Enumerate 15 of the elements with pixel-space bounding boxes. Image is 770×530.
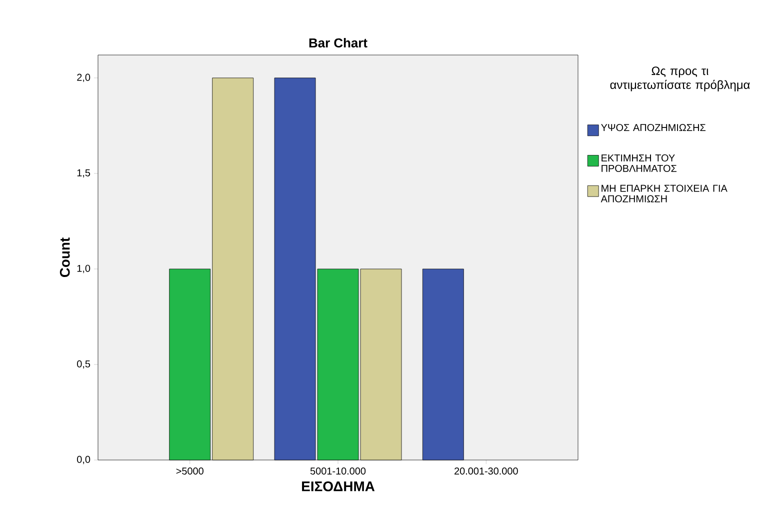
x-axis-title: ΕΙΣΟΔΗΜΑ [302,481,375,492]
y-tick-label: 0,0 [77,456,90,464]
x-tick-label: 20.001-30.000 [454,468,518,475]
y-tick-label: 1,0 [77,264,90,274]
y-tick-label: 0,5 [77,360,90,369]
x-tick-label: 5001-10.000 [310,468,366,475]
y-tick-label: 1,5 [77,169,90,178]
y-axis-title: Count [60,238,70,278]
legend-label: ΜΗ ΕΠΑΡΚΗ ΣΤΟΙΧΕΙΑ ΓΙΑ ΑΠΟΖΗΜΙΩΣΗ [600,184,728,202]
legend-label: ΥΨΟΣ ΑΠΟΖΗΜΙΩΣΗΣ [601,124,706,132]
y-tick-label: 2,0 [77,74,90,82]
x-tick-label: >5000 [176,468,204,475]
legend-title: Ως προς τι αντιμετωπίσατε πρόβλημα [610,66,750,92]
legend-label: ΕΚΤΙΜΗΣΗ ΤΟΥ ΠΡΟΒΛΗΜΑΤΟΣ [602,154,677,172]
chart-title: Bar Chart [309,38,368,48]
